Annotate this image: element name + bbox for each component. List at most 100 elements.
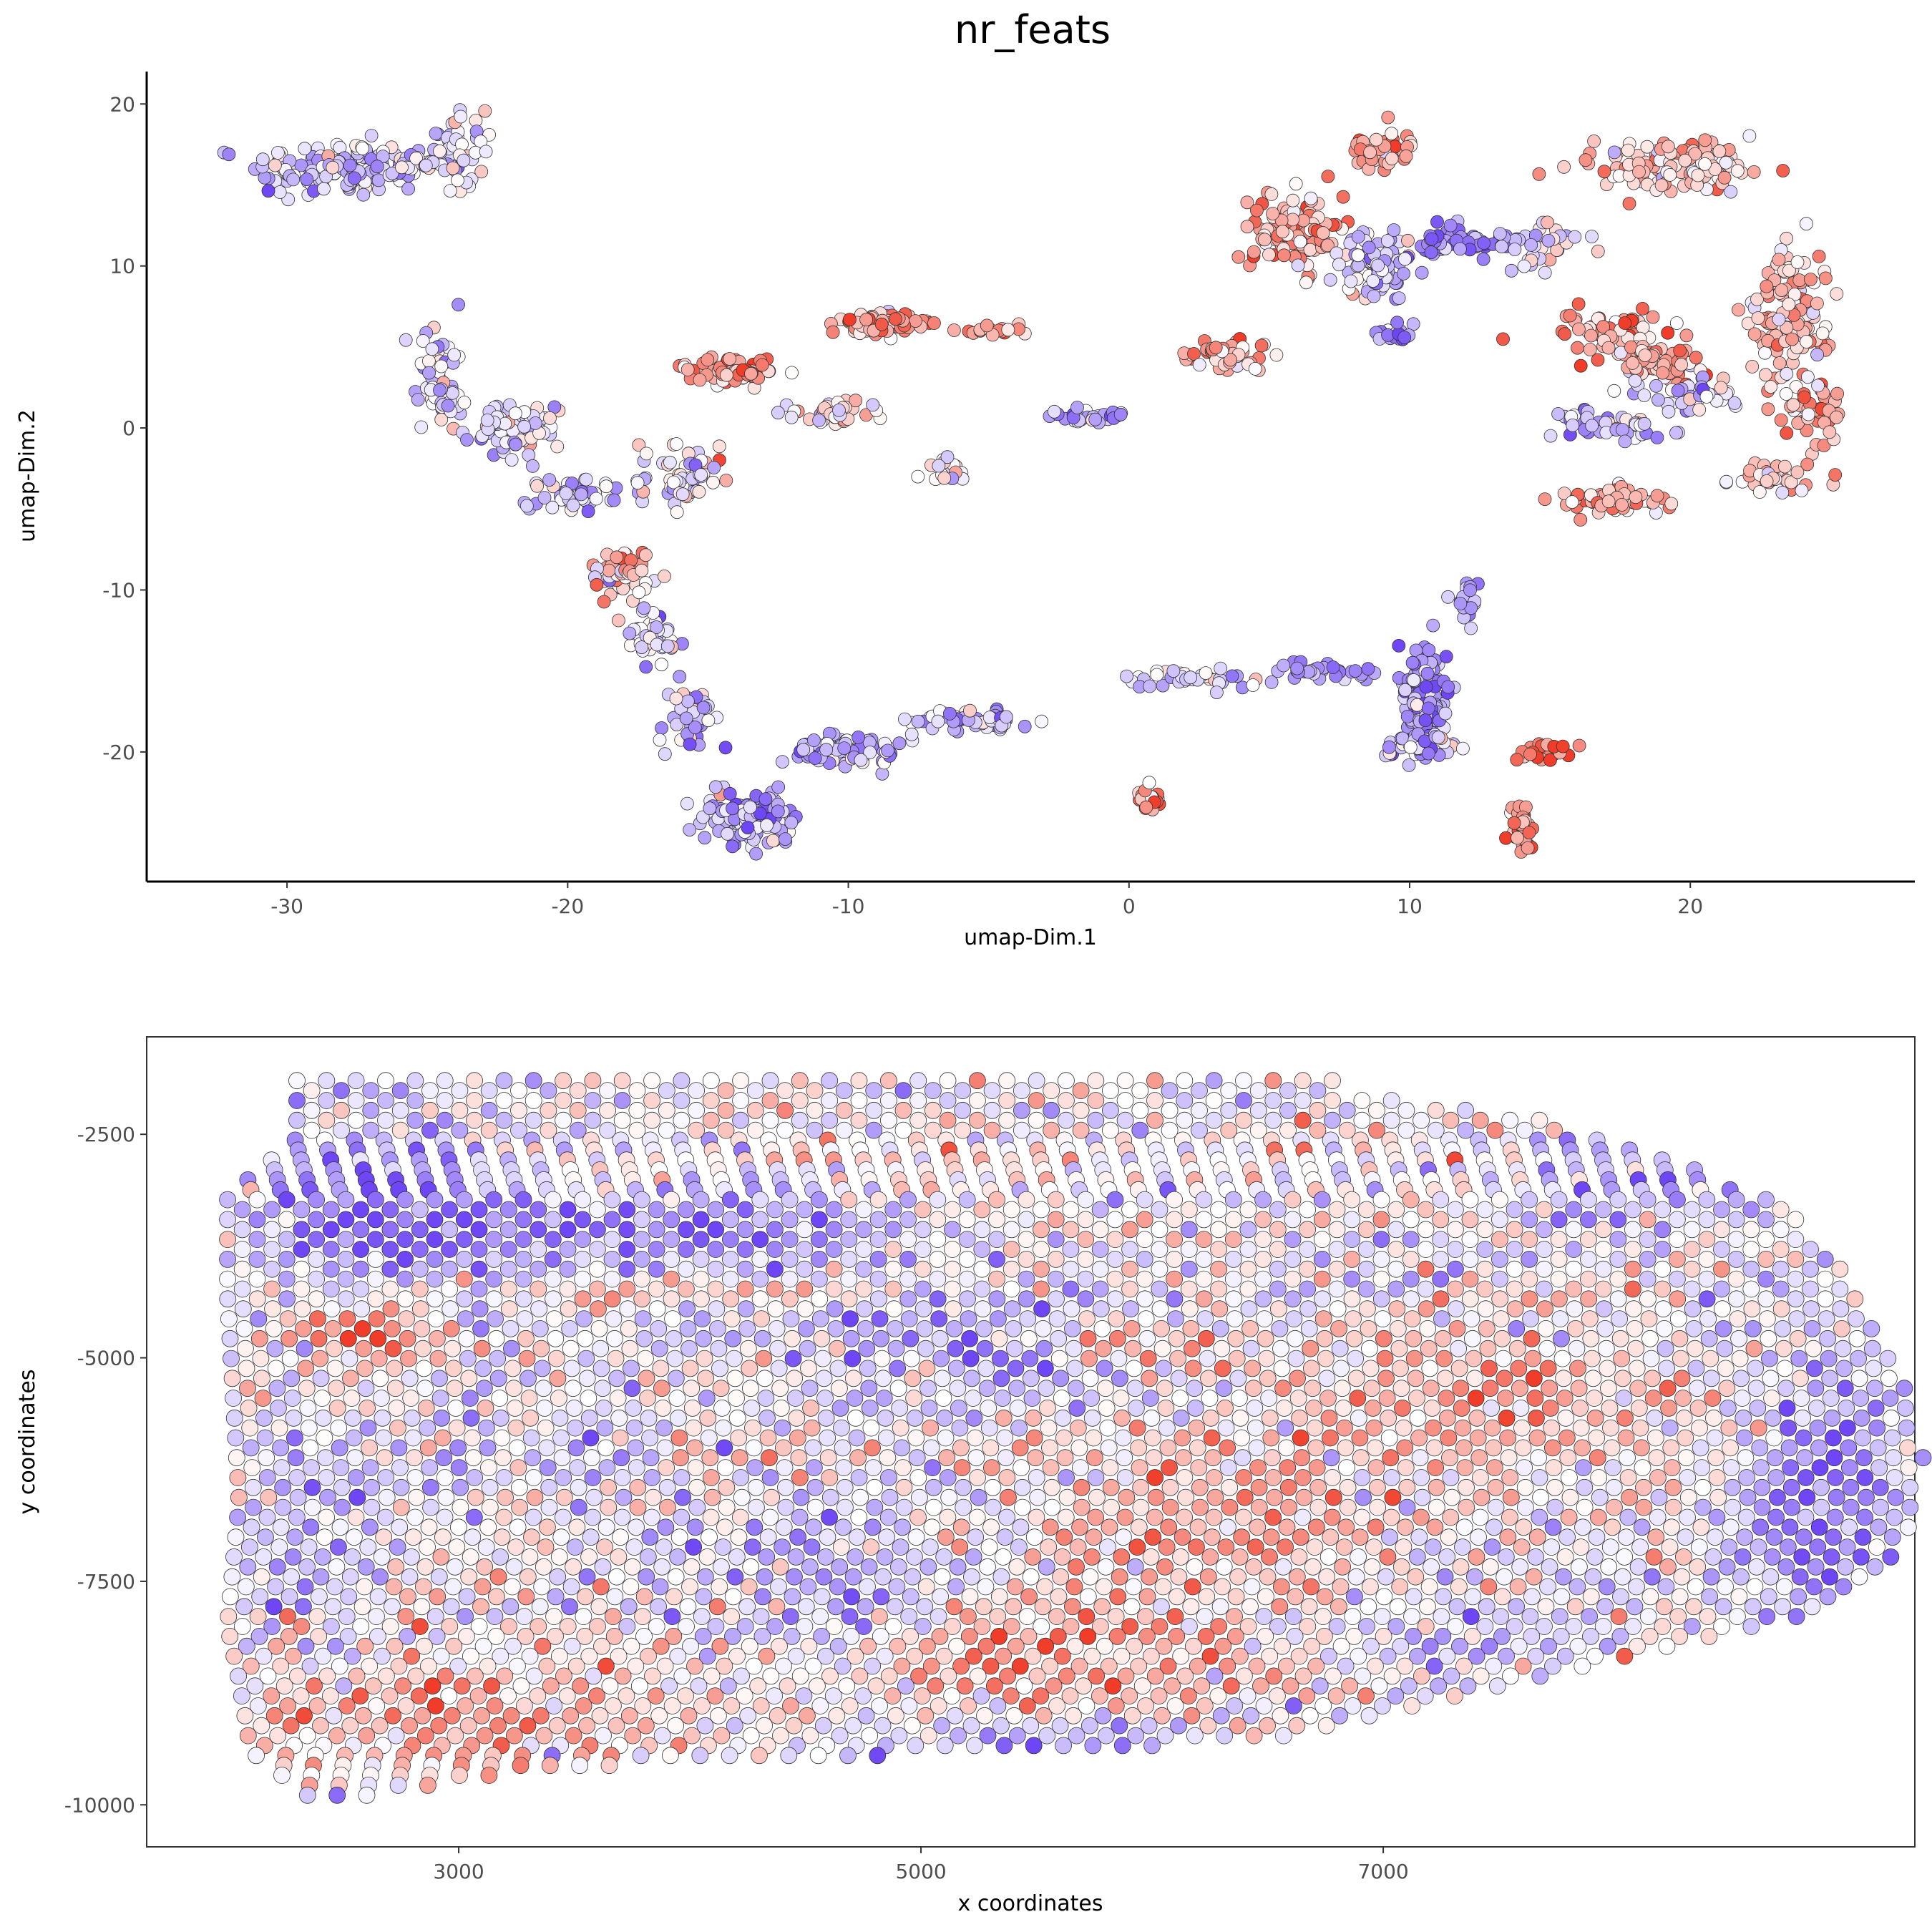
spatial-spot bbox=[584, 1111, 602, 1129]
spatial-spot bbox=[519, 1370, 537, 1387]
spatial-spot bbox=[761, 1508, 779, 1526]
spatial-spot bbox=[907, 1429, 925, 1447]
spatial-spot bbox=[485, 1191, 503, 1209]
umap-point bbox=[999, 710, 1013, 724]
spatial-spot bbox=[1254, 1191, 1272, 1209]
spatial-spot bbox=[449, 1439, 467, 1457]
spatial-spot bbox=[1870, 1459, 1888, 1477]
spatial-spot bbox=[1531, 1469, 1548, 1486]
umap-point bbox=[1786, 398, 1800, 412]
spatial-spot bbox=[1324, 1488, 1342, 1506]
spatial-spot bbox=[431, 1390, 449, 1407]
spatial-spot bbox=[1136, 1270, 1153, 1288]
spatial-spot bbox=[1599, 1360, 1616, 1377]
spatial-spot bbox=[1447, 1221, 1464, 1239]
spatial-spot bbox=[805, 1518, 822, 1536]
spatial-spot bbox=[1176, 1072, 1194, 1090]
spatial-spot bbox=[219, 1211, 237, 1229]
spatial-spot bbox=[801, 1380, 819, 1397]
spatial-spot bbox=[1792, 1390, 1810, 1407]
spatial-spot bbox=[252, 1350, 270, 1367]
umap-point bbox=[1258, 233, 1272, 247]
spatial-spot bbox=[1425, 1439, 1443, 1457]
spatial-spot bbox=[386, 1380, 404, 1397]
spatial-spot bbox=[376, 1449, 394, 1467]
spatial-spot bbox=[1626, 1320, 1644, 1337]
spatial-spot bbox=[1266, 1488, 1283, 1506]
umap-point bbox=[673, 670, 687, 684]
spatial-spot bbox=[1275, 1400, 1293, 1417]
umap-point bbox=[1679, 328, 1694, 343]
spatial-spot bbox=[589, 1221, 606, 1239]
spatial-spot bbox=[1663, 1459, 1681, 1477]
spatial-spot bbox=[1846, 1290, 1864, 1308]
spatial-spot bbox=[1589, 1449, 1606, 1467]
spatial-spot bbox=[1058, 1469, 1075, 1486]
spatial-spot bbox=[361, 1439, 378, 1457]
spatial-spot bbox=[781, 1251, 799, 1268]
spatial-spot bbox=[1299, 1280, 1316, 1298]
spatial-spot bbox=[1159, 1439, 1177, 1457]
spatial-spot bbox=[1871, 1478, 1889, 1496]
spatial-spot bbox=[1338, 1101, 1356, 1119]
spatial-spot bbox=[426, 1211, 444, 1229]
spatial-spot bbox=[481, 1478, 499, 1496]
spatial-spot bbox=[693, 1290, 710, 1308]
spatial-spot bbox=[530, 1280, 547, 1298]
spatial-spot bbox=[1423, 1400, 1441, 1417]
umap-point bbox=[1277, 248, 1291, 263]
spatial-spot bbox=[382, 1300, 400, 1318]
spatial-spot bbox=[562, 1340, 580, 1357]
spatial-spot bbox=[894, 1101, 912, 1119]
umap-point bbox=[1366, 274, 1380, 288]
spatial-spot bbox=[1775, 1340, 1792, 1357]
spatial-spot bbox=[485, 1231, 503, 1248]
spatial-spot bbox=[1559, 1449, 1577, 1467]
spatial-spot bbox=[1241, 1320, 1259, 1337]
spatial-spot bbox=[223, 1370, 241, 1387]
spatial-spot bbox=[1008, 1380, 1025, 1397]
umap-point bbox=[819, 743, 834, 757]
umap-point bbox=[1797, 390, 1811, 404]
spatial-spot bbox=[1724, 1478, 1742, 1496]
umap-point bbox=[545, 500, 560, 514]
spatial-spot bbox=[1018, 1231, 1035, 1248]
spatial-spot bbox=[567, 1439, 585, 1457]
spatial-spot bbox=[243, 1459, 261, 1477]
spatial-spot bbox=[1441, 1449, 1458, 1467]
umap-point bbox=[1671, 384, 1685, 398]
spatial-spot bbox=[731, 1449, 748, 1467]
umap-point bbox=[1790, 465, 1805, 479]
umap-point bbox=[401, 182, 415, 196]
spatial-spot bbox=[389, 1419, 406, 1437]
spatial-spot bbox=[1151, 1300, 1169, 1318]
spatial-spot bbox=[1491, 1270, 1508, 1288]
spatial-spot bbox=[975, 1320, 992, 1337]
spatial-spot bbox=[1641, 1330, 1659, 1347]
spatial-spot bbox=[1098, 1400, 1116, 1417]
umap-point bbox=[904, 727, 919, 741]
spatial-spot bbox=[1151, 1241, 1169, 1258]
spatial-spot bbox=[377, 1072, 394, 1090]
spatial-spot bbox=[1392, 1360, 1409, 1377]
spatial-spot bbox=[520, 1390, 538, 1407]
umap-point bbox=[1415, 265, 1429, 280]
spatial-spot bbox=[1176, 1111, 1194, 1129]
spatial-spot bbox=[1742, 1221, 1760, 1239]
spatial-spot bbox=[1545, 1459, 1563, 1477]
spatial-spot bbox=[596, 1419, 614, 1437]
spatial-spot bbox=[265, 1320, 283, 1337]
umap-x-tick-label: 20 bbox=[1677, 894, 1703, 918]
spatial-spot bbox=[641, 1429, 658, 1447]
spatial-spot bbox=[751, 1191, 769, 1209]
spatial-spot bbox=[665, 1330, 683, 1347]
spatial-spot bbox=[951, 1419, 969, 1437]
spatial-spot bbox=[531, 1320, 549, 1337]
spatial-spot bbox=[303, 1101, 321, 1119]
umap-point bbox=[1422, 643, 1436, 657]
spatial-spot bbox=[761, 1111, 779, 1129]
spatial-spot bbox=[475, 1380, 493, 1397]
umap-point bbox=[347, 171, 361, 185]
spatial-spot bbox=[776, 1101, 794, 1119]
